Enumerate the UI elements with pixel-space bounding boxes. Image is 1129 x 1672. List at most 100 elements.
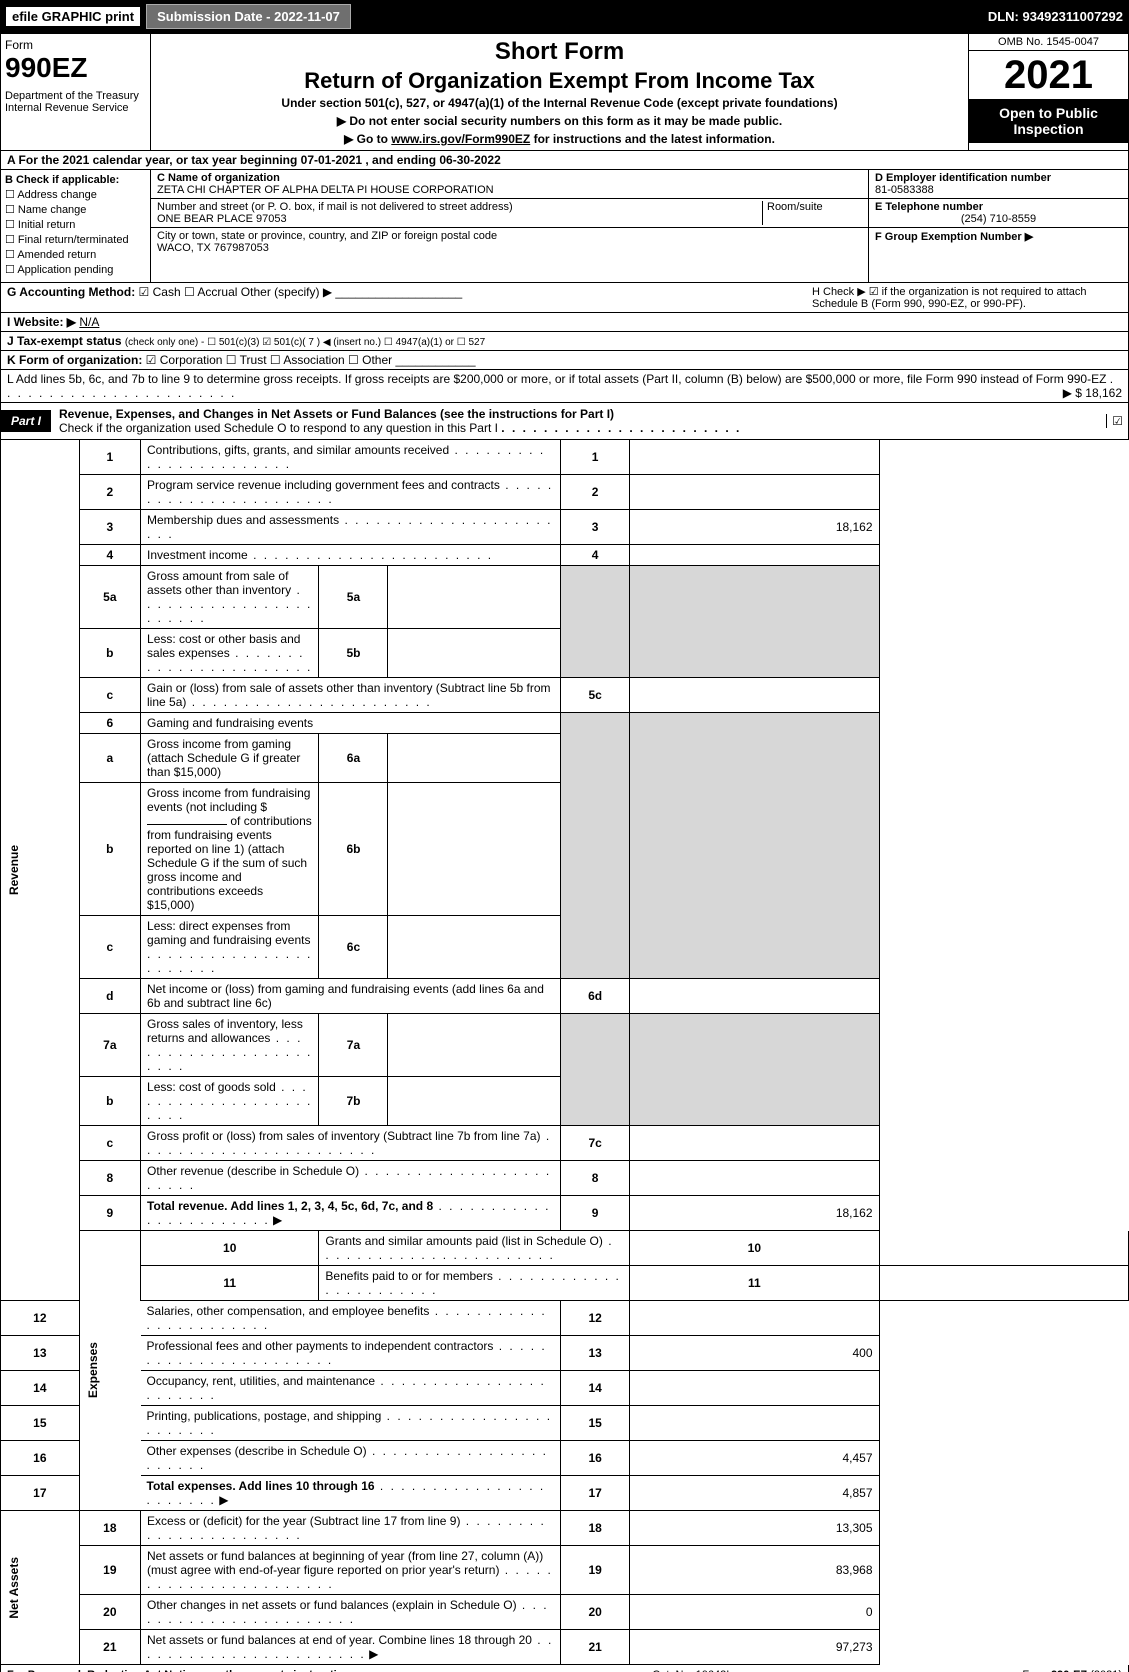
line-5a: 5a Gross amount from sale of assets othe… <box>1 566 1129 629</box>
netassets-side-label: Net Assets <box>7 1557 21 1619</box>
line-1-boxnum: 1 <box>561 440 630 475</box>
line-11: 11 Benefits paid to or for members 11 <box>1 1266 1129 1301</box>
form-header: Form 990EZ Department of the Treasury In… <box>0 33 1129 151</box>
line-7c-num: c <box>79 1126 140 1161</box>
part-1-header: Part I Revenue, Expenses, and Changes in… <box>0 403 1129 440</box>
line-19-boxnum: 19 <box>561 1546 630 1595</box>
header-left: Form 990EZ Department of the Treasury In… <box>1 34 151 150</box>
line-8-num: 8 <box>79 1161 140 1196</box>
j-options[interactable]: (check only one) - ☐ 501(c)(3) ☑ 501(c)(… <box>125 337 485 348</box>
line-19-amt: 83,968 <box>630 1546 879 1595</box>
line-5a-innerval <box>388 566 561 629</box>
l-amount: ▶ $ 18,162 <box>1063 386 1122 400</box>
col-c-org: C Name of organization ZETA CHI CHAPTER … <box>151 170 868 282</box>
line-3-num: 3 <box>79 510 140 545</box>
line-16-num: 16 <box>1 1441 80 1476</box>
line-13-desc: Professional fees and other payments to … <box>147 1339 494 1353</box>
row-a-tax-year: A For the 2021 calendar year, or tax yea… <box>0 151 1129 170</box>
line-11-num: 11 <box>141 1266 319 1301</box>
grey-6 <box>561 713 630 979</box>
form-label: Form <box>5 38 146 52</box>
line-7c-amt <box>630 1126 879 1161</box>
chk-application-pending[interactable]: ☐ Application pending <box>5 263 146 276</box>
line-7c-boxnum: 7c <box>561 1126 630 1161</box>
line-10: Expenses 10 Grants and similar amounts p… <box>1 1231 1129 1266</box>
line-6-desc: Gaming and fundraising events <box>147 716 313 730</box>
omb-number: OMB No. 1545-0047 <box>969 34 1128 51</box>
k-label: K Form of organization: <box>7 353 142 367</box>
part-1-check[interactable]: ☑ <box>1106 414 1128 428</box>
line-17-amt: 4,857 <box>630 1476 879 1511</box>
line-7a-inner: 7a <box>319 1014 388 1077</box>
line-15-amt <box>630 1406 879 1441</box>
line-10-desc: Grants and similar amounts paid (list in… <box>325 1234 602 1248</box>
line-3-desc: Membership dues and assessments <box>147 513 339 527</box>
line-4-num: 4 <box>79 545 140 566</box>
line-5b-inner: 5b <box>319 629 388 678</box>
line-9-num: 9 <box>79 1196 140 1231</box>
g-other[interactable]: Other (specify) ▶ <box>241 285 332 299</box>
line-21-amt: 97,273 <box>630 1630 879 1665</box>
line-12-amt <box>630 1301 879 1336</box>
line-21-boxnum: 21 <box>561 1630 630 1665</box>
line-6b-desc2: of contributions from fundraising events… <box>147 814 312 912</box>
footer-mid: Cat. No. 10642I <box>652 1669 729 1672</box>
d-label: D Employer identification number <box>875 172 1051 184</box>
grey-5-amt <box>630 566 879 678</box>
form-link[interactable]: www.irs.gov/Form990EZ <box>391 132 530 146</box>
line-16: 16 Other expenses (describe in Schedule … <box>1 1441 1129 1476</box>
i-label: I Website: ▶ <box>7 315 76 329</box>
chk-name-change[interactable]: ☐ Name change <box>5 203 146 216</box>
line-12: 12 Salaries, other compensation, and emp… <box>1 1301 1129 1336</box>
line-7a-num: 7a <box>79 1014 140 1077</box>
line-1-num: 1 <box>79 440 140 475</box>
line-13-amt: 400 <box>630 1336 879 1371</box>
line-14-num: 14 <box>1 1371 80 1406</box>
row-j-tax-exempt: J Tax-exempt status (check only one) - ☐… <box>0 332 1129 351</box>
line-18-boxnum: 18 <box>561 1511 630 1546</box>
line-16-amt: 4,457 <box>630 1441 879 1476</box>
efile-label[interactable]: efile GRAPHIC print <box>6 7 140 26</box>
tax-year: 2021 <box>969 51 1128 99</box>
line-9-boxnum: 9 <box>561 1196 630 1231</box>
line-3-boxnum: 3 <box>561 510 630 545</box>
line-6a-num: a <box>79 734 140 783</box>
line-2-num: 2 <box>79 475 140 510</box>
arrow-icon: ▶ <box>219 1493 228 1507</box>
note-link: ▶ Go to www.irs.gov/Form990EZ for instru… <box>159 132 960 146</box>
g-cash[interactable]: ☑ Cash <box>139 285 181 299</box>
line-4-amt <box>630 545 879 566</box>
line-5c-num: c <box>79 678 140 713</box>
line-11-desc: Benefits paid to or for members <box>325 1269 492 1283</box>
line-5c-boxnum: 5c <box>561 678 630 713</box>
g-accrual[interactable]: ☐ Accrual <box>184 285 237 299</box>
form-title: Return of Organization Exempt From Incom… <box>159 68 960 94</box>
header-mid: Short Form Return of Organization Exempt… <box>151 34 968 150</box>
line-5a-desc: Gross amount from sale of assets other t… <box>147 569 291 597</box>
chk-address-change[interactable]: ☐ Address change <box>5 188 146 201</box>
line-15-num: 15 <box>1 1406 80 1441</box>
chk-amended-return[interactable]: ☐ Amended return <box>5 248 146 261</box>
line-13: 13 Professional fees and other payments … <box>1 1336 1129 1371</box>
line-1-amt <box>630 440 879 475</box>
grey-6-amt <box>630 713 879 979</box>
grey-7-amt <box>630 1014 879 1126</box>
line-6a-desc: Gross income from gaming (attach Schedul… <box>147 737 300 779</box>
line-5b-innerval <box>388 629 561 678</box>
department: Department of the Treasury Internal Reve… <box>5 90 146 114</box>
k-options[interactable]: ☑ Corporation ☐ Trust ☐ Association ☐ Ot… <box>146 353 392 367</box>
line-7c-desc: Gross profit or (loss) from sales of inv… <box>147 1129 540 1143</box>
line-6c-inner: 6c <box>319 916 388 979</box>
line-8-amt <box>630 1161 879 1196</box>
line-17: 17 Total expenses. Add lines 10 through … <box>1 1476 1129 1511</box>
line-20-desc: Other changes in net assets or fund bala… <box>147 1598 517 1612</box>
row-i-website: I Website: ▶ N/A <box>0 313 1129 332</box>
line-10-boxnum: 10 <box>630 1231 879 1266</box>
chk-final-return[interactable]: ☐ Final return/terminated <box>5 233 146 246</box>
line-7a-innerval <box>388 1014 561 1077</box>
line-6c-innerval <box>388 916 561 979</box>
h-text: H Check ▶ ☑ if the organization is not r… <box>812 286 1087 310</box>
chk-initial-return[interactable]: ☐ Initial return <box>5 218 146 231</box>
header-right: OMB No. 1545-0047 2021 Open to Public In… <box>968 34 1128 150</box>
line-8: 8 Other revenue (describe in Schedule O)… <box>1 1161 1129 1196</box>
